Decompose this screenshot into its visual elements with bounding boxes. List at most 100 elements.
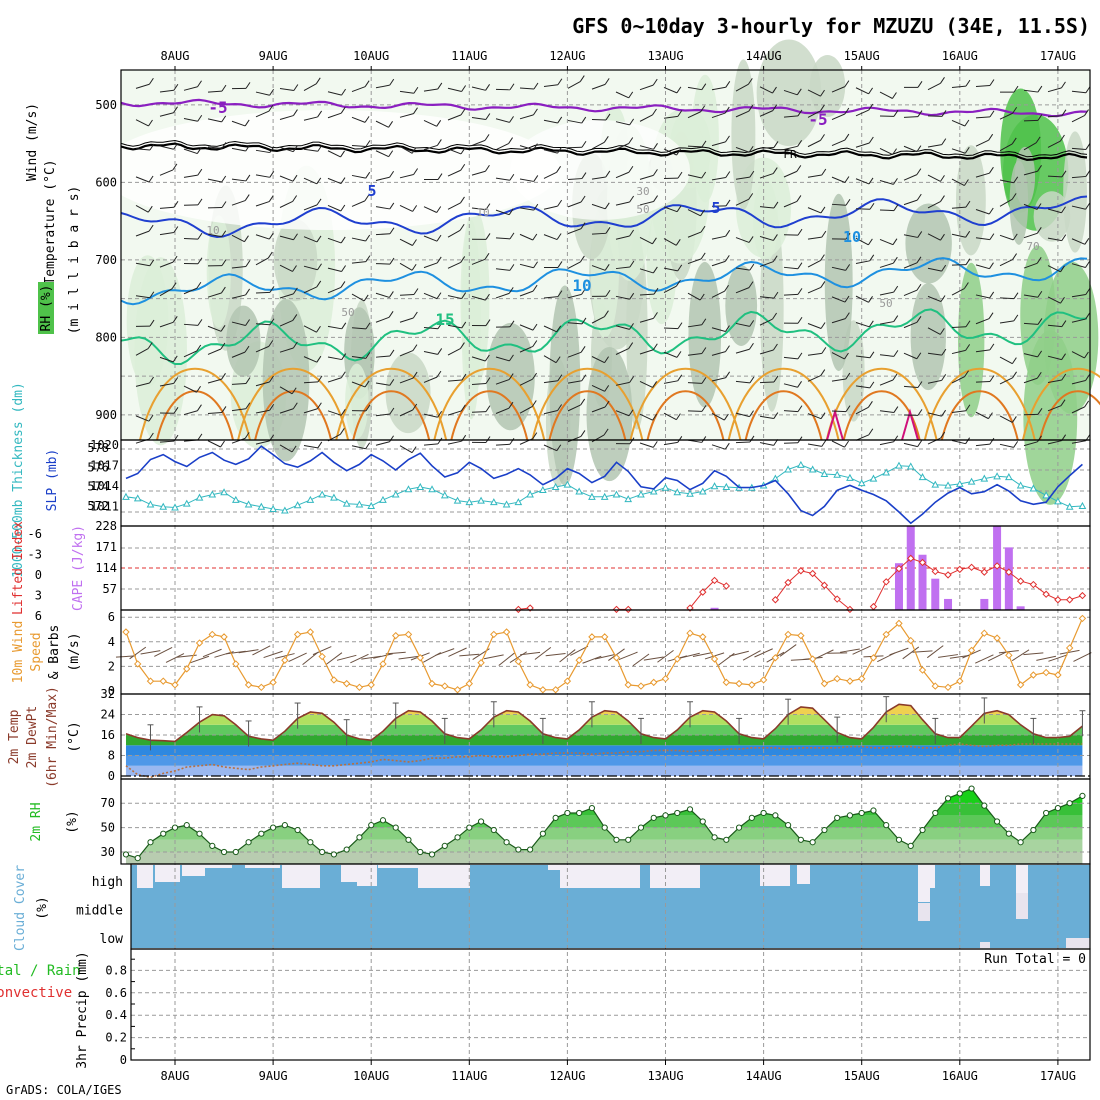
wind-barb-flag [268,340,274,347]
wind-barb-flag [268,232,274,240]
wind-barb [591,265,606,271]
wind10-barb [1048,654,1068,662]
wind10-barb [483,654,504,660]
y-tick-thickness: 578 [87,441,109,455]
wind-barb-flag [509,116,514,123]
cape-bar [894,563,903,610]
wind-barb-flag [1061,353,1066,360]
wind-barb-flag [556,444,562,452]
wind-barb-flag [1013,85,1019,93]
wind-barb-flag [485,405,491,412]
temp2m-line [125,703,1083,743]
wind-barb [423,262,438,269]
rh2m-line-point [650,814,657,821]
wind-barb [159,206,174,209]
wind-barb [159,321,174,328]
wind-barb-flag [821,440,827,447]
lifted-index-line-point [944,571,952,579]
wind-barb-flag [869,381,875,389]
wind-barb [831,352,845,360]
wind-barb-flag [1061,234,1067,241]
rh2m-line-point [356,834,363,841]
wind-barb-flag [701,171,707,179]
wind-barb [831,139,846,147]
wind-barb [495,443,511,446]
wind-barb [639,293,655,296]
wind-barb [663,238,677,246]
rh2m-line-point [760,809,767,817]
wind-barb [423,350,438,355]
rh2m-line-point [183,822,190,829]
wind-barb [711,86,726,91]
wind-barb-flag [389,349,395,357]
wind-barb [615,171,630,179]
wind-barb [735,83,749,92]
axis-label-wind10: 10m Wind [11,621,26,684]
wind10-speed-line-point [1042,668,1050,677]
wind-barb [879,209,895,212]
thickness-line-point [428,485,436,493]
wind-barb-flag [676,205,682,212]
wind-barb [399,317,414,323]
thickness-line-point [195,493,204,501]
wind-barb-flag [1037,408,1043,415]
wind-barb-flag [509,83,515,91]
rh-legend-swatch [38,282,54,334]
wind-barb-flag [292,195,298,202]
wind-barb [591,141,605,150]
wind-barb-flag [1085,374,1090,381]
wind-barb [159,288,173,297]
wind-barb-flag [509,173,515,181]
lifted-index-line-point [1065,596,1074,604]
thickness-line-point [600,492,609,500]
wind-barb-flag [916,168,922,175]
wind10-barb [336,654,357,661]
wind-barb-flag [868,136,874,144]
thickness-line-point [318,490,326,498]
wind-barb [615,410,630,417]
wind10-barb [902,646,920,660]
rh-band [125,839,1083,852]
rh2m-line-point [379,817,387,824]
wind-barb-flag [989,262,994,269]
contour-label: 50 [879,297,892,310]
wind10-speed-line-point [441,682,449,690]
thickness-line-point [539,485,547,493]
y-tick-cloud: high [92,875,123,890]
cloud-gap-middle [918,903,930,921]
wind-barb-flag [533,108,538,116]
y-tick-temp2m: 8 [108,749,115,763]
wind-barb-flag [748,145,754,153]
wind-barb [615,235,630,240]
wind10-barb [545,652,566,657]
date-label-top: 12AUG [549,49,585,63]
wind-barb-flag [700,209,705,217]
wind-barb [159,382,174,387]
wind10-speed-line-point [1029,671,1038,679]
wind-barb [327,237,342,244]
axis-label-rh2m: 2m RH [29,802,44,841]
wind-barb [207,118,222,123]
wind10-barb [692,651,713,658]
wind-barb [255,291,271,294]
y-tick-thickness: 574 [87,480,109,494]
wind-barb-flag [1061,373,1067,381]
wind-barb [711,235,726,240]
wind-barb [855,142,870,148]
wind-barb-flag [940,295,946,302]
rh2m-line-point [735,824,743,831]
wind-barb-flag [292,314,298,321]
wind10-barb [852,645,871,655]
wind-barb [1023,119,1039,122]
wind-barb [927,327,941,335]
wind-barb [1023,170,1038,176]
wind-barb [663,115,678,119]
wind-barb-flag [197,114,203,122]
wind-barb-flag [556,166,562,173]
temp-band [125,704,1083,715]
wind-barb [375,150,389,158]
wind-barb-flag [965,200,971,208]
wind-barb-flag [292,402,298,410]
dry-region [100,110,560,230]
cloud-gap-low [980,942,990,948]
